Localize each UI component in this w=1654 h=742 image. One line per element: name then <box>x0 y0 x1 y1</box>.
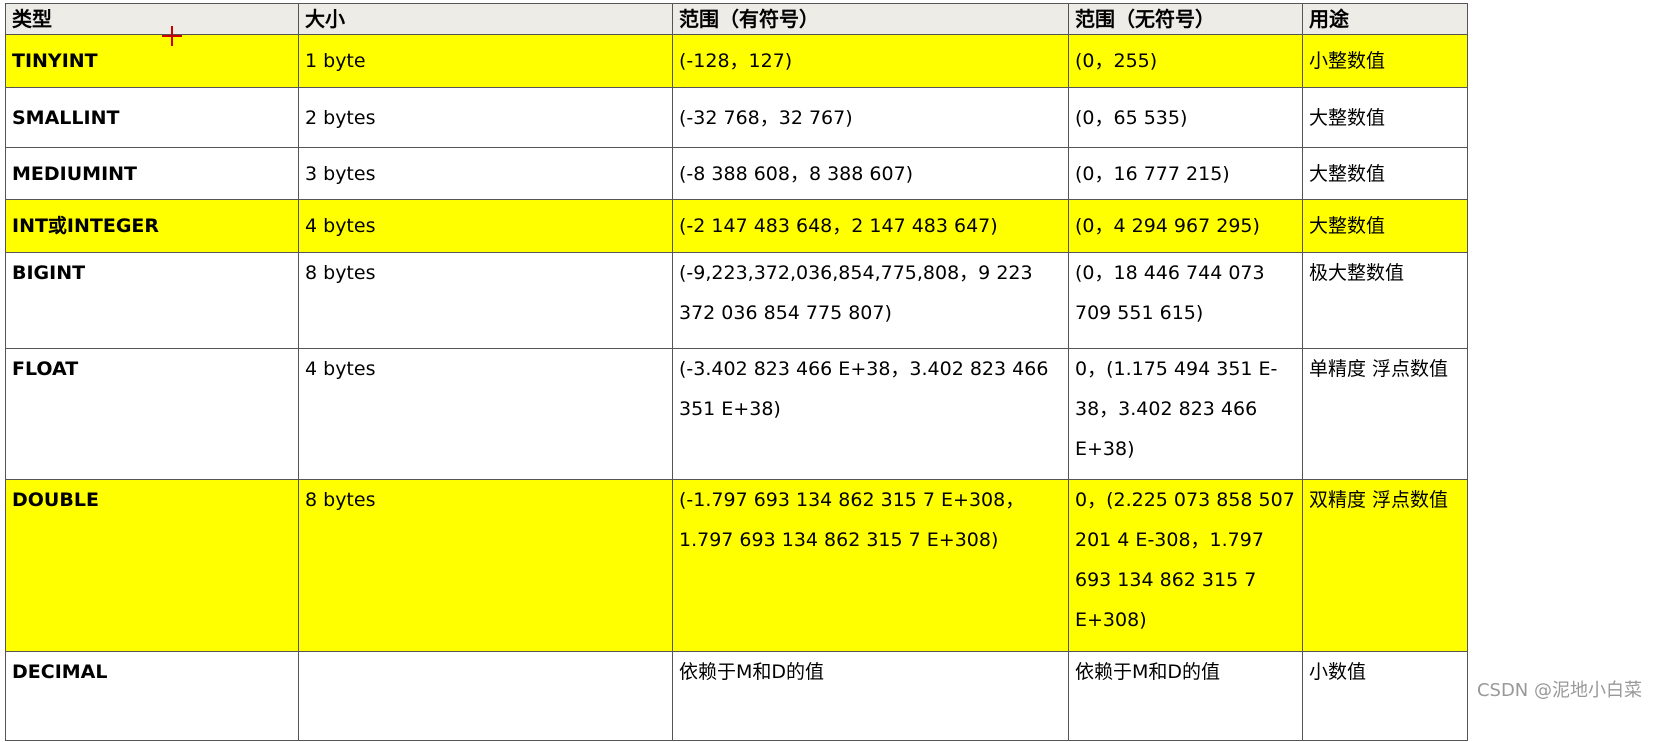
cell-type: BIGINT <box>5 252 299 349</box>
cell-use: 大整数值 <box>1302 87 1468 148</box>
cell-use: 小整数值 <box>1302 34 1468 88</box>
cell-size: 8 bytes <box>298 479 673 652</box>
cell-signed: (-128，127) <box>672 34 1069 88</box>
cell-unsigned: (0，65 535) <box>1068 87 1303 148</box>
cell-size: 8 bytes <box>298 252 673 349</box>
cell-signed: (-2 147 483 648，2 147 483 647) <box>672 199 1069 253</box>
cell-type: MEDIUMINT <box>5 147 299 200</box>
cell-type: FLOAT <box>5 348 299 480</box>
table-row: INT或INTEGER 4 bytes (-2 147 483 648，2 147 … <box>5 199 1468 253</box>
table-row: FLOAT 4 bytes (-3.402 823 466 E+38，3.402 8… <box>5 348 1468 480</box>
crosshair-cursor-icon <box>162 26 182 46</box>
table-row: TINYINT 1 byte (-128，127) (0，255) 小整数值 <box>5 34 1468 88</box>
header-unsigned-range: 范围（无符号） <box>1068 3 1303 35</box>
cell-unsigned: 0，(1.175 494 351 E-38，3.402 823 466 E+38… <box>1068 348 1303 480</box>
cell-size: 1 byte <box>298 34 673 88</box>
cell-unsigned: (0，255) <box>1068 34 1303 88</box>
header-type: 类型 <box>5 3 299 35</box>
cell-type: DOUBLE <box>5 479 299 652</box>
cell-unsigned: (0，16 777 215) <box>1068 147 1303 200</box>
cell-type: TINYINT <box>5 34 299 88</box>
cell-use: 单精度 浮点数值 <box>1302 348 1468 480</box>
table-row: DECIMAL 依赖于M和D的值 依赖于M和D的值 小数值 <box>5 651 1468 741</box>
cell-unsigned: (0，18 446 744 073 709 551 615) <box>1068 252 1303 349</box>
cell-type: DECIMAL <box>5 651 299 741</box>
cell-signed: (-3.402 823 466 E+38，3.402 823 466 351 E… <box>672 348 1069 480</box>
cell-size <box>298 651 673 741</box>
cell-signed: (-9,223,372,036,854,775,808，9 223 372 03… <box>672 252 1069 349</box>
cell-use: 大整数值 <box>1302 147 1468 200</box>
cell-signed: (-8 388 608，8 388 607) <box>672 147 1069 200</box>
cell-use: 极大整数值 <box>1302 252 1468 349</box>
header-row: 类型 大小 范围（有符号） 范围（无符号） 用途 <box>5 3 1468 35</box>
table-row: SMALLINT 2 bytes (-32 768，32 767) (0，65 535… <box>5 87 1468 148</box>
cell-size: 3 bytes <box>298 147 673 200</box>
table-row: MEDIUMINT 3 bytes (-8 388 608，8 388 607) (0… <box>5 147 1468 200</box>
cell-size: 4 bytes <box>298 348 673 480</box>
cell-use: 双精度 浮点数值 <box>1302 479 1468 652</box>
cell-use: 小数值 <box>1302 651 1468 741</box>
cell-type: INT或INTEGER <box>5 199 299 253</box>
cell-use: 大整数值 <box>1302 199 1468 253</box>
cell-signed: 依赖于M和D的值 <box>672 651 1069 741</box>
cell-signed: (-32 768，32 767) <box>672 87 1069 148</box>
table-row: DOUBLE 8 bytes (-1.797 693 134 862 315 7 E… <box>5 479 1468 652</box>
header-use: 用途 <box>1302 3 1468 35</box>
table-row: BIGINT 8 bytes (-9,223,372,036,854,775,808… <box>5 252 1468 349</box>
mysql-numeric-types-table: 类型 大小 范围（有符号） 范围（无符号） 用途 TINYINT 1 byte (-… <box>5 3 1468 741</box>
cell-type: SMALLINT <box>5 87 299 148</box>
watermark: CSDN @泥地小白菜 <box>1476 680 1642 701</box>
header-signed-range: 范围（有符号） <box>672 3 1069 35</box>
cell-unsigned: (0，4 294 967 295) <box>1068 199 1303 253</box>
cell-size: 4 bytes <box>298 199 673 253</box>
cell-unsigned: 依赖于M和D的值 <box>1068 651 1303 741</box>
cell-signed: (-1.797 693 134 862 315 7 E+308，1.797 69… <box>672 479 1069 652</box>
cell-size: 2 bytes <box>298 87 673 148</box>
cell-unsigned: 0，(2.225 073 858 507 201 4 E-308，1.797 6… <box>1068 479 1303 652</box>
header-size: 大小 <box>298 3 673 35</box>
